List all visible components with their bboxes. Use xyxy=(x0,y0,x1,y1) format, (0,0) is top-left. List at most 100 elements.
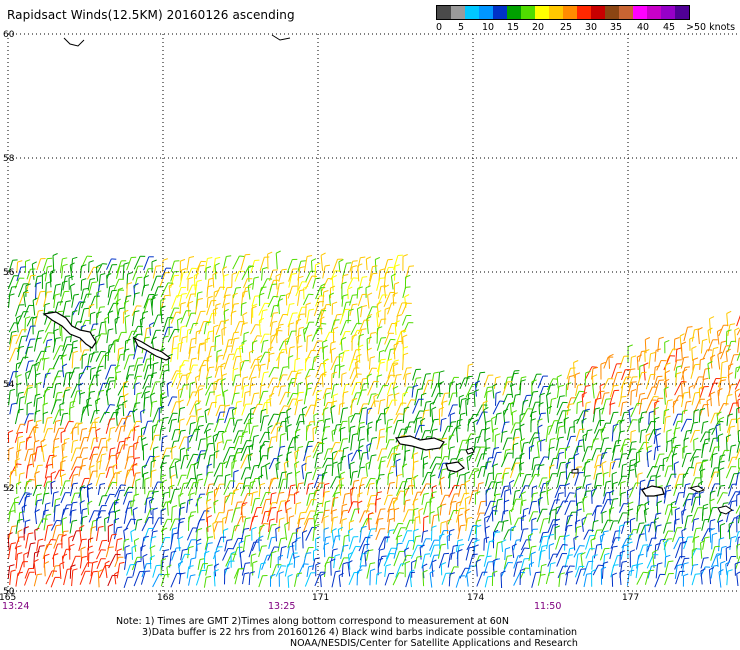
wind-barb xyxy=(447,404,454,417)
wind-barb-flag xyxy=(645,337,651,341)
wind-barb xyxy=(412,509,415,524)
wind-barb xyxy=(468,554,474,570)
wind-barb-flag xyxy=(150,297,156,301)
wind-barb xyxy=(232,287,237,299)
wind-barb-flag xyxy=(513,442,519,446)
wind-barb xyxy=(188,347,192,360)
wind-barb-flag xyxy=(129,365,135,367)
wind-barb xyxy=(25,339,31,354)
wind-barb-flag xyxy=(81,324,87,328)
wind-barb xyxy=(681,511,683,524)
wind-barb xyxy=(459,414,462,425)
wind-barb xyxy=(287,437,294,450)
wind-barb xyxy=(186,391,193,406)
wind-barb-flag xyxy=(117,548,123,552)
wind-barb-flag xyxy=(50,269,56,273)
wind-barb-flag xyxy=(222,461,228,464)
wind-barb xyxy=(601,399,607,415)
wind-barb-flag xyxy=(240,550,246,554)
wind-barb xyxy=(71,295,75,308)
wind-barb xyxy=(7,543,12,560)
wind-barb xyxy=(51,457,54,469)
wind-barb-flag xyxy=(82,428,88,430)
wind-barb xyxy=(393,490,401,505)
wind-barb-flag xyxy=(465,479,471,483)
wind-barb-flag xyxy=(179,506,185,510)
wind-barb-flag xyxy=(269,392,275,397)
wind-barb-flag xyxy=(541,563,547,567)
wind-barb-flag xyxy=(320,283,326,287)
wind-barb xyxy=(635,564,639,579)
wind-barb xyxy=(395,527,402,540)
wind-barb xyxy=(95,400,98,415)
wind-barb xyxy=(728,354,735,370)
wind-barb xyxy=(133,255,141,270)
wind-barb-flag xyxy=(405,286,411,288)
wind-barb xyxy=(275,253,278,270)
wind-barb-flag xyxy=(68,535,74,539)
wind-barb-flag xyxy=(261,408,267,412)
wind-barb-flag xyxy=(356,354,362,357)
wind-barb xyxy=(556,402,564,416)
wind-barb xyxy=(511,546,515,558)
wind-barb xyxy=(439,479,443,495)
wind-barb xyxy=(212,523,216,540)
wind-barb xyxy=(468,490,474,505)
wind-barb xyxy=(195,494,201,507)
wind-barb xyxy=(621,538,628,549)
wind-barb xyxy=(306,493,311,506)
wind-barb xyxy=(51,492,55,507)
wind-barb-flag xyxy=(134,493,140,496)
wind-barb-flag xyxy=(565,446,571,449)
wind-barb-flag xyxy=(233,488,239,491)
wind-barb xyxy=(79,447,84,459)
wind-barb-flag xyxy=(430,401,436,405)
wind-barb-flag xyxy=(546,479,551,483)
wind-barb xyxy=(473,421,476,433)
wind-barb-flag xyxy=(184,360,190,362)
wind-barb-flag xyxy=(26,436,32,439)
wind-barb-flag xyxy=(726,310,732,314)
wind-barb-flag xyxy=(178,492,184,496)
wind-barb xyxy=(367,514,370,531)
wind-barb-flag xyxy=(523,528,529,530)
wind-barb xyxy=(502,381,508,396)
wind-barb-flag xyxy=(300,511,306,514)
legend-label: 45 xyxy=(663,22,676,33)
wind-barb xyxy=(446,536,449,550)
wind-barb-flag xyxy=(213,499,219,503)
wind-barb-flag xyxy=(295,428,301,432)
wind-barb xyxy=(104,518,106,532)
wind-barb xyxy=(582,435,585,452)
wind-barb-flag xyxy=(228,338,234,341)
wind-barb xyxy=(171,295,178,310)
wind-barb-flag xyxy=(352,398,358,401)
wind-barb-flag xyxy=(531,545,537,548)
wind-barb-flag xyxy=(83,405,89,408)
wind-barb xyxy=(23,413,30,426)
wind-barb-flag xyxy=(289,381,295,384)
wind-barb-flag xyxy=(172,505,178,508)
wind-barb xyxy=(251,436,255,450)
wind-barb-flag xyxy=(286,407,292,412)
wind-barb-flag xyxy=(275,250,281,254)
wind-barb-flag xyxy=(96,311,102,314)
wind-barb xyxy=(42,258,48,272)
wind-barb xyxy=(107,502,114,515)
wind-barb xyxy=(736,314,740,327)
wind-barb xyxy=(212,546,218,560)
wind-barb xyxy=(79,308,85,324)
wind-barb xyxy=(520,493,524,506)
wind-barb-flag xyxy=(57,391,63,394)
wind-barb-flag xyxy=(37,396,43,400)
wind-barb-flag xyxy=(598,564,604,567)
wind-barb xyxy=(170,573,178,588)
wind-barb xyxy=(269,395,272,407)
wind-barb xyxy=(114,573,117,585)
wind-barb-flag xyxy=(138,435,144,438)
wind-barb-flag xyxy=(46,481,52,483)
wind-barb xyxy=(123,508,128,524)
wind-barb xyxy=(349,464,352,479)
wind-barb-flag xyxy=(495,376,501,379)
wind-barb xyxy=(213,571,216,587)
